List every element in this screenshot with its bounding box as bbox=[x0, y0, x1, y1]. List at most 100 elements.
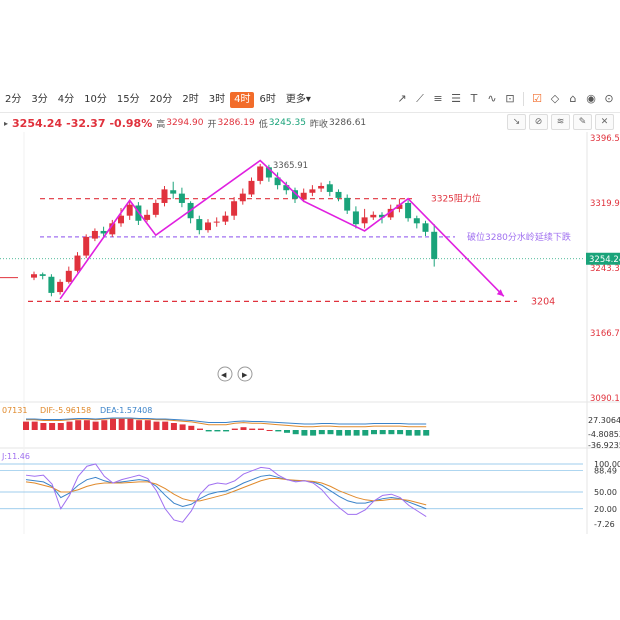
peak-price-label: 3365.91 bbox=[273, 161, 308, 171]
candle-body bbox=[326, 184, 333, 192]
candle-body bbox=[239, 193, 246, 202]
candle-body bbox=[178, 193, 185, 203]
macd-bar bbox=[344, 430, 351, 436]
timeframe-1[interactable]: 3分 bbox=[31, 94, 48, 105]
eraser-icon[interactable]: ◇ bbox=[550, 92, 560, 105]
macd-bar bbox=[249, 428, 256, 430]
pattern-polyline bbox=[59, 159, 505, 300]
open-value: 3286.19 bbox=[217, 118, 255, 128]
candle-body bbox=[300, 192, 307, 200]
resistance-label: 3325阻力位 bbox=[431, 193, 481, 205]
fib-icon[interactable]: ☰ bbox=[451, 92, 461, 105]
candle-body bbox=[387, 208, 394, 218]
macd-value-label: 07131 bbox=[2, 406, 27, 415]
macd-bar bbox=[101, 420, 108, 430]
price-tick-label: 3090.13 bbox=[590, 394, 620, 404]
toolbar: 2分 3分 4分 10分 15分 20分 2时 3时 4时 6时 更多▾ ↗ ⟋ ≡ ☰ T ∿ ⊡… bbox=[0, 88, 620, 113]
eye-icon[interactable]: ◉ bbox=[586, 92, 596, 105]
ray-icon[interactable]: ⟋ bbox=[416, 92, 424, 105]
next-page-icon: ▶ bbox=[242, 371, 248, 379]
timeframe-10[interactable]: 更多▾ bbox=[285, 94, 311, 105]
macd-bar bbox=[66, 421, 73, 430]
text-icon[interactable]: T bbox=[470, 92, 478, 105]
magnet-icon[interactable]: ⌂ bbox=[569, 92, 577, 105]
macd-bar bbox=[153, 421, 160, 430]
candle-body bbox=[126, 204, 133, 216]
parallel-icon[interactable]: ≡ bbox=[433, 92, 443, 105]
candle-body bbox=[100, 230, 107, 234]
kdj-label: J:11.46 bbox=[1, 452, 30, 461]
candle-body bbox=[396, 204, 403, 209]
lock-icon[interactable]: ⊙ bbox=[604, 92, 614, 105]
measure-icon[interactable]: ⊡ bbox=[505, 92, 515, 105]
chart-draw-tool-icon[interactable]: ⊘ bbox=[529, 114, 548, 130]
price-tick-label: 3243.34 bbox=[590, 264, 620, 274]
timeframe-7[interactable]: 3时 bbox=[208, 94, 226, 105]
macd-tick-label: -36.92352 bbox=[588, 441, 620, 450]
macd-bar bbox=[231, 428, 238, 430]
candle-body bbox=[118, 215, 124, 224]
kdj-series-line bbox=[25, 463, 427, 523]
macd-bar bbox=[23, 421, 29, 430]
price-tick-label: 3166.73 bbox=[590, 329, 620, 339]
chart-indicator-icon[interactable]: ≋ bbox=[551, 114, 570, 130]
candle-body bbox=[144, 214, 151, 220]
candle-body bbox=[309, 189, 316, 193]
trend-line-icon[interactable]: ↗ bbox=[397, 92, 407, 105]
neckline-label: 破位3280分水岭延续下跌 bbox=[467, 231, 571, 243]
timeframe-2[interactable]: 4分 bbox=[57, 94, 75, 105]
candle-body bbox=[405, 202, 412, 219]
candle-body bbox=[344, 197, 351, 211]
candle-body bbox=[274, 177, 281, 186]
macd-bar bbox=[223, 430, 230, 432]
timeframe-6[interactable]: 2时 bbox=[182, 94, 199, 105]
macd-bar bbox=[301, 430, 308, 436]
macd-bar bbox=[292, 430, 299, 435]
macd-bar bbox=[49, 423, 56, 430]
candle-body bbox=[222, 215, 229, 222]
wave-icon[interactable]: ∿ bbox=[487, 92, 497, 105]
open-label: 开 bbox=[207, 119, 217, 130]
collapse-icon[interactable]: ▸ bbox=[4, 118, 9, 128]
tool-divider bbox=[523, 92, 524, 106]
candle-body bbox=[292, 190, 298, 199]
candle-body bbox=[205, 222, 211, 231]
candle-body bbox=[318, 185, 325, 189]
timeframe-list: 2分 3分 4分 10分 15分 20分 2时 3时 4时 6时 更多▾ bbox=[0, 92, 316, 108]
macd-bar bbox=[188, 425, 195, 430]
timeframe-4[interactable]: 15分 bbox=[116, 94, 140, 105]
low-value: 3245.35 bbox=[268, 118, 306, 128]
macd-bar bbox=[136, 420, 143, 430]
macd-bar bbox=[353, 430, 360, 436]
candle-body bbox=[83, 236, 90, 256]
macd-bar bbox=[144, 420, 151, 430]
candle-body bbox=[370, 214, 377, 218]
macd-bar bbox=[205, 430, 212, 432]
macd-bar bbox=[414, 430, 421, 436]
timeframe-3[interactable]: 10分 bbox=[84, 94, 107, 105]
timeframe-0[interactable]: 2分 bbox=[5, 94, 22, 105]
macd-bar bbox=[423, 430, 430, 436]
chart-close-icon[interactable]: ✕ bbox=[595, 114, 614, 130]
macd-bar bbox=[40, 423, 47, 430]
chart-settings-icon[interactable]: ✎ bbox=[573, 114, 592, 130]
macd-bar bbox=[127, 418, 134, 430]
macd-bar bbox=[379, 430, 386, 435]
macd-bar bbox=[75, 420, 82, 430]
timeframe-5[interactable]: 20分 bbox=[149, 94, 173, 105]
timeframe-8[interactable]: 4时 bbox=[230, 92, 255, 108]
last-price: 3254.24 bbox=[12, 116, 63, 130]
last-price-tag-label: 3254.24 bbox=[589, 255, 620, 265]
macd-bar bbox=[275, 430, 282, 432]
candle-body bbox=[431, 231, 438, 259]
settings-icon[interactable]: ☑ bbox=[532, 92, 542, 105]
kdj-tick-label: 20.00 bbox=[594, 505, 617, 514]
timeframe-9[interactable]: 6时 bbox=[259, 94, 276, 105]
chart-line-tool-icon[interactable]: ↘ bbox=[507, 114, 526, 130]
price-change: -32.37 bbox=[66, 116, 106, 130]
macd-bar bbox=[214, 430, 221, 432]
chart-area: 3396.55 3319.95 3243.34 3166.73 3090.13 3254.… bbox=[0, 132, 620, 534]
quote-bar: ▸ 3254.24 -32.37 -0.98% 高 3294.90 开 3286… bbox=[0, 115, 370, 131]
candle-body bbox=[57, 281, 64, 293]
dif-line bbox=[26, 417, 427, 428]
